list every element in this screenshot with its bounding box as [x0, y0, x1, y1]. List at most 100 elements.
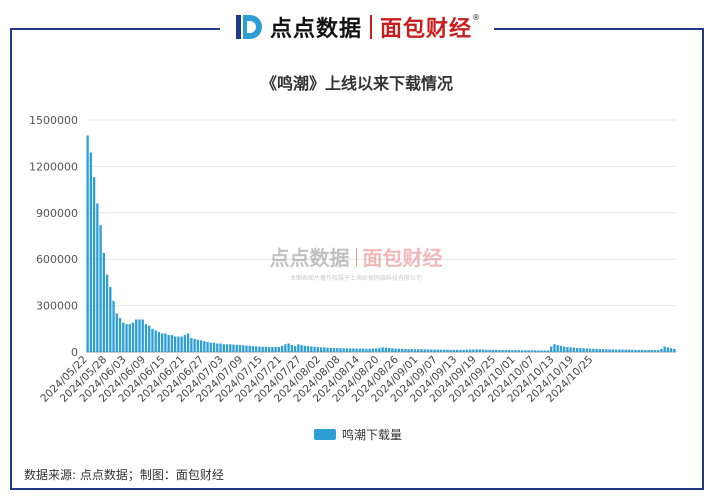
data-bar	[183, 334, 187, 352]
data-bar	[271, 347, 274, 352]
registered-mark: ®	[472, 12, 481, 22]
data-bar	[653, 350, 657, 352]
data-bar	[650, 349, 653, 352]
data-bar	[209, 342, 212, 352]
data-bar	[173, 336, 177, 352]
data-bar	[644, 349, 647, 352]
data-bar	[245, 345, 248, 352]
data-bar	[387, 347, 391, 352]
data-bar	[96, 203, 99, 352]
data-bar	[546, 350, 550, 352]
data-bar	[475, 349, 478, 352]
data-bar	[255, 346, 258, 352]
data-bar	[517, 350, 520, 352]
data-bar	[206, 341, 209, 352]
data-bar	[355, 348, 358, 352]
data-bar	[621, 349, 624, 352]
data-bar	[199, 340, 203, 352]
data-bar	[329, 347, 332, 352]
data-bar	[109, 287, 112, 352]
data-bar	[342, 348, 345, 352]
data-bar	[595, 348, 598, 352]
data-bar	[575, 347, 579, 352]
data-bar	[465, 349, 469, 352]
data-bar	[601, 349, 605, 352]
data-bar	[397, 348, 400, 352]
data-bar	[468, 349, 472, 352]
data-bar	[248, 345, 251, 352]
header-logo: 点点数据 面包财经 ®	[220, 8, 494, 46]
data-bar	[258, 346, 261, 352]
data-bar	[99, 225, 102, 352]
data-bar	[381, 347, 384, 352]
brand-right: 面包财经	[380, 17, 473, 42]
data-bar	[154, 330, 157, 352]
data-bar	[673, 348, 676, 352]
data-bar	[196, 339, 200, 352]
data-bar	[102, 253, 105, 352]
data-bar	[323, 347, 326, 352]
data-bar	[319, 347, 323, 352]
data-bar	[627, 349, 631, 352]
data-bar	[135, 319, 138, 352]
data-bar	[420, 349, 423, 352]
data-bar	[180, 336, 183, 352]
source-note: 数据来源: 点点数据；制图：面包财经	[24, 468, 224, 482]
data-bar	[287, 343, 290, 352]
data-bar	[138, 319, 141, 352]
data-bar	[582, 348, 585, 352]
data-bar	[413, 349, 417, 352]
data-bar	[426, 349, 430, 352]
data-bar	[579, 348, 582, 352]
data-bar	[118, 317, 122, 352]
data-bar	[439, 349, 443, 352]
data-bar	[261, 346, 264, 352]
data-bar	[306, 346, 310, 352]
data-bar	[485, 349, 488, 352]
data-bar	[663, 346, 666, 352]
y-tick-label: 900000	[36, 207, 78, 220]
data-bar	[404, 348, 407, 352]
data-bar	[374, 348, 378, 352]
data-bar	[410, 349, 413, 352]
diandian-logo-icon	[235, 15, 262, 39]
data-bar	[640, 349, 644, 352]
data-bar	[618, 349, 621, 352]
y-tick-label: 1500000	[29, 114, 78, 127]
data-bar	[660, 348, 663, 352]
data-bar	[634, 349, 637, 352]
data-bar	[349, 348, 352, 352]
data-bar	[666, 347, 670, 352]
data-bar	[280, 345, 284, 352]
data-bar	[540, 350, 543, 352]
data-bar	[446, 349, 449, 352]
data-bar	[238, 345, 242, 352]
data-bar	[585, 348, 589, 352]
data-bar	[569, 347, 572, 352]
data-bar	[358, 348, 362, 352]
data-bar	[543, 350, 546, 352]
data-bar	[433, 349, 436, 352]
data-bar	[624, 349, 627, 352]
data-bar	[316, 347, 319, 352]
data-bar	[462, 349, 465, 352]
data-bar	[92, 177, 96, 352]
data-bar	[556, 345, 559, 352]
data-bar	[313, 346, 316, 352]
data-bar	[277, 346, 281, 352]
data-bar	[112, 300, 115, 352]
data-bar	[170, 334, 174, 352]
legend-swatch	[314, 429, 336, 440]
data-bar	[631, 349, 634, 352]
y-tick-label: 1200000	[29, 160, 78, 173]
data-bar	[562, 346, 566, 352]
data-bar	[297, 344, 300, 352]
chart-legend[interactable]: 鸣潮下载量	[314, 426, 402, 443]
data-bar	[336, 348, 339, 352]
data-bar	[657, 350, 660, 352]
data-bar	[592, 348, 595, 352]
data-bar	[550, 346, 553, 352]
data-bar	[520, 350, 524, 352]
data-bar	[407, 349, 410, 352]
data-bar	[290, 345, 294, 352]
